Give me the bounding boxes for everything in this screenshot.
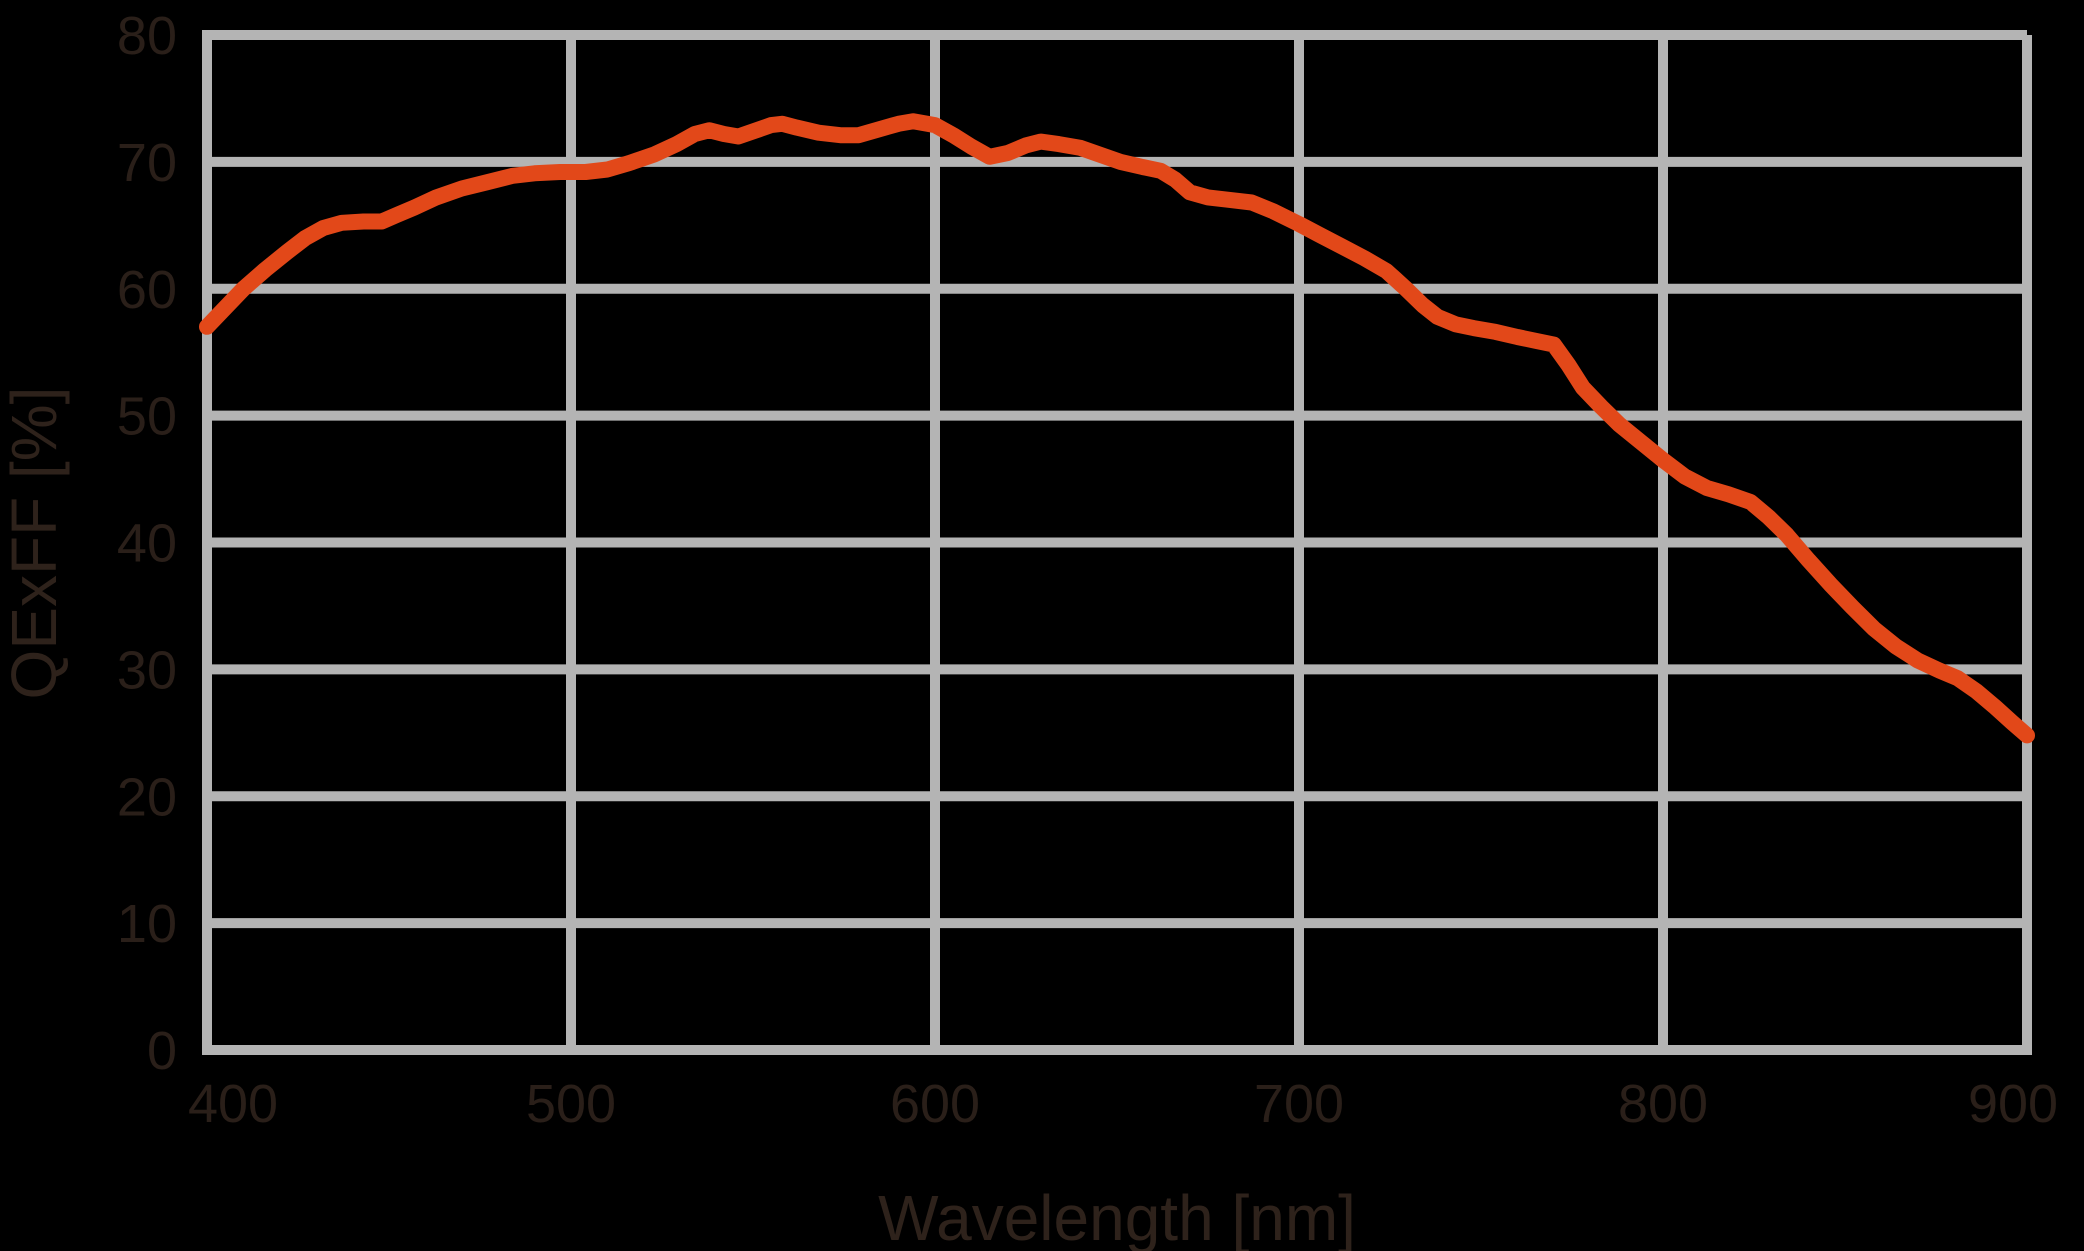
y-tick-label-60: 60 (117, 260, 177, 320)
y-axis-title: QExFF [%] (0, 387, 70, 700)
x-tick-label-500: 500 (526, 1074, 616, 1134)
x-tick-labels: 400 500 600 700 800 900 (188, 1074, 2058, 1134)
horizontal-gridlines (207, 30, 2027, 929)
vertical-gridlines (566, 35, 2032, 1050)
x-tick-label-400: 400 (188, 1074, 278, 1134)
y-tick-label-70: 70 (117, 133, 177, 193)
qe-curve (199, 113, 2035, 744)
x-tick-label-600: 600 (890, 1074, 980, 1134)
y-tick-labels: 0 10 20 30 40 50 60 70 80 (117, 6, 177, 1081)
x-tick-label-900: 900 (1968, 1074, 2058, 1134)
y-tick-label-50: 50 (117, 387, 177, 447)
y-tick-label-20: 20 (117, 767, 177, 827)
x-tick-label-800: 800 (1618, 1074, 1708, 1134)
x-axis-title: Wavelength [nm] (878, 1182, 1356, 1251)
y-tick-label-80: 80 (117, 6, 177, 66)
axis-spines (202, 30, 2032, 1055)
y-tick-label-30: 30 (117, 640, 177, 700)
x-tick-label-700: 700 (1254, 1074, 1344, 1134)
y-tick-label-0: 0 (147, 1021, 177, 1081)
y-tick-label-40: 40 (117, 514, 177, 574)
y-tick-label-10: 10 (117, 894, 177, 954)
